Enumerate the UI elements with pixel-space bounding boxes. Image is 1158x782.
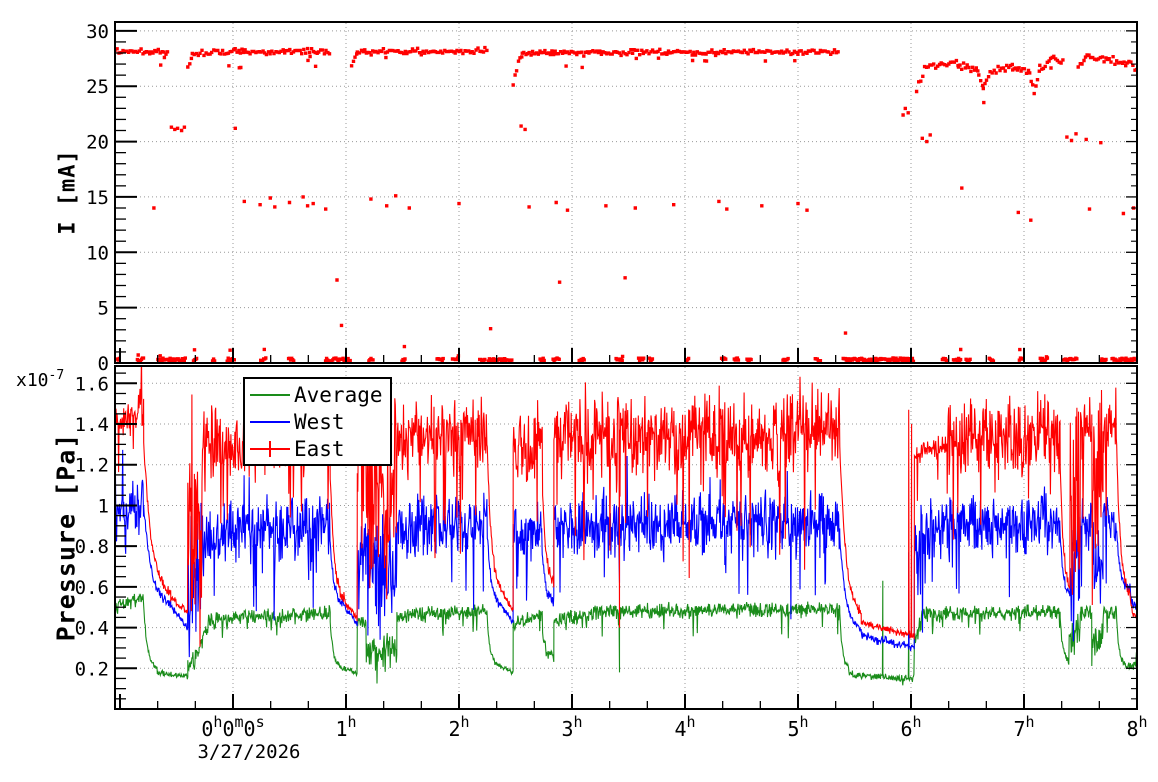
x-tick-label: 5h: [787, 713, 808, 741]
current-ytick-label: 15: [86, 187, 109, 209]
current-ytick-label: 5: [98, 298, 109, 320]
pressure-series-west: [116, 449, 1136, 658]
x-tick-label: 1h: [335, 713, 356, 741]
tick-labels: 0 5 10 15 20 25 30 0.2 0.4 0.6 0.8 1 1.2 1.4 1.6 0h0m0s…: [75, 21, 1148, 741]
pressure-scale-label: x10-7: [16, 368, 64, 391]
current-scatter-group: [116, 45, 1136, 362]
bottom-panel-frame: [114, 365, 1138, 710]
legend-entry-east: East: [245, 436, 390, 462]
scale-mantissa: x10: [16, 370, 49, 391]
pressure-ytick-label: 1: [98, 495, 109, 517]
legend-line-east-icon: [250, 440, 290, 458]
current-scatter: [116, 45, 1136, 362]
current-ytick-label: 30: [86, 21, 109, 43]
current-ytick-label: 10: [86, 242, 109, 264]
legend-entry-average: Average: [245, 382, 390, 408]
current-axis-title: I [mA]: [55, 149, 81, 235]
pressure-ytick-label: 0.6: [75, 577, 109, 599]
legend-entry-west: West: [245, 409, 390, 435]
legend-label-average: Average: [294, 382, 383, 407]
x-tick-label: 2h: [448, 713, 469, 741]
pressure-ytick-label: 0.8: [75, 536, 109, 558]
legend: Average West East: [243, 377, 392, 466]
pressure-axis-title: Pressure [Pa]: [51, 432, 81, 642]
x-axis-date-label: 3/27/2026: [197, 741, 301, 763]
axis-ticks: [116, 29, 1138, 708]
x-tick-label: 3h: [561, 713, 582, 741]
current-ytick-label: 0: [98, 353, 109, 375]
pressure-ytick-label: 0.2: [75, 658, 109, 680]
current-ytick-label: 20: [86, 132, 109, 154]
legend-line-average-icon: [250, 386, 290, 404]
legend-line-west-icon: [250, 413, 290, 431]
x-tick-label: 8h: [1126, 713, 1147, 741]
top-panel-frame: [114, 21, 1138, 364]
pressure-ytick-label: 1.6: [75, 373, 109, 395]
legend-label-east: East: [294, 436, 345, 461]
x-tick-label: 4h: [674, 713, 695, 741]
current-ytick-label: 25: [86, 76, 109, 98]
x-tick-label: 6h: [900, 713, 921, 741]
x-tick-label: 7h: [1013, 713, 1034, 741]
pressure-series-average: [116, 580, 1136, 686]
pressure-ytick-label: 1.4: [75, 414, 109, 436]
pressure-ytick-label: 0.4: [75, 618, 109, 640]
x-tick-label: 0h0m0s: [201, 713, 264, 741]
pressure-ytick-label: 1.2: [75, 455, 109, 477]
scale-exponent: -7: [48, 368, 65, 383]
legend-label-west: West: [294, 409, 345, 434]
